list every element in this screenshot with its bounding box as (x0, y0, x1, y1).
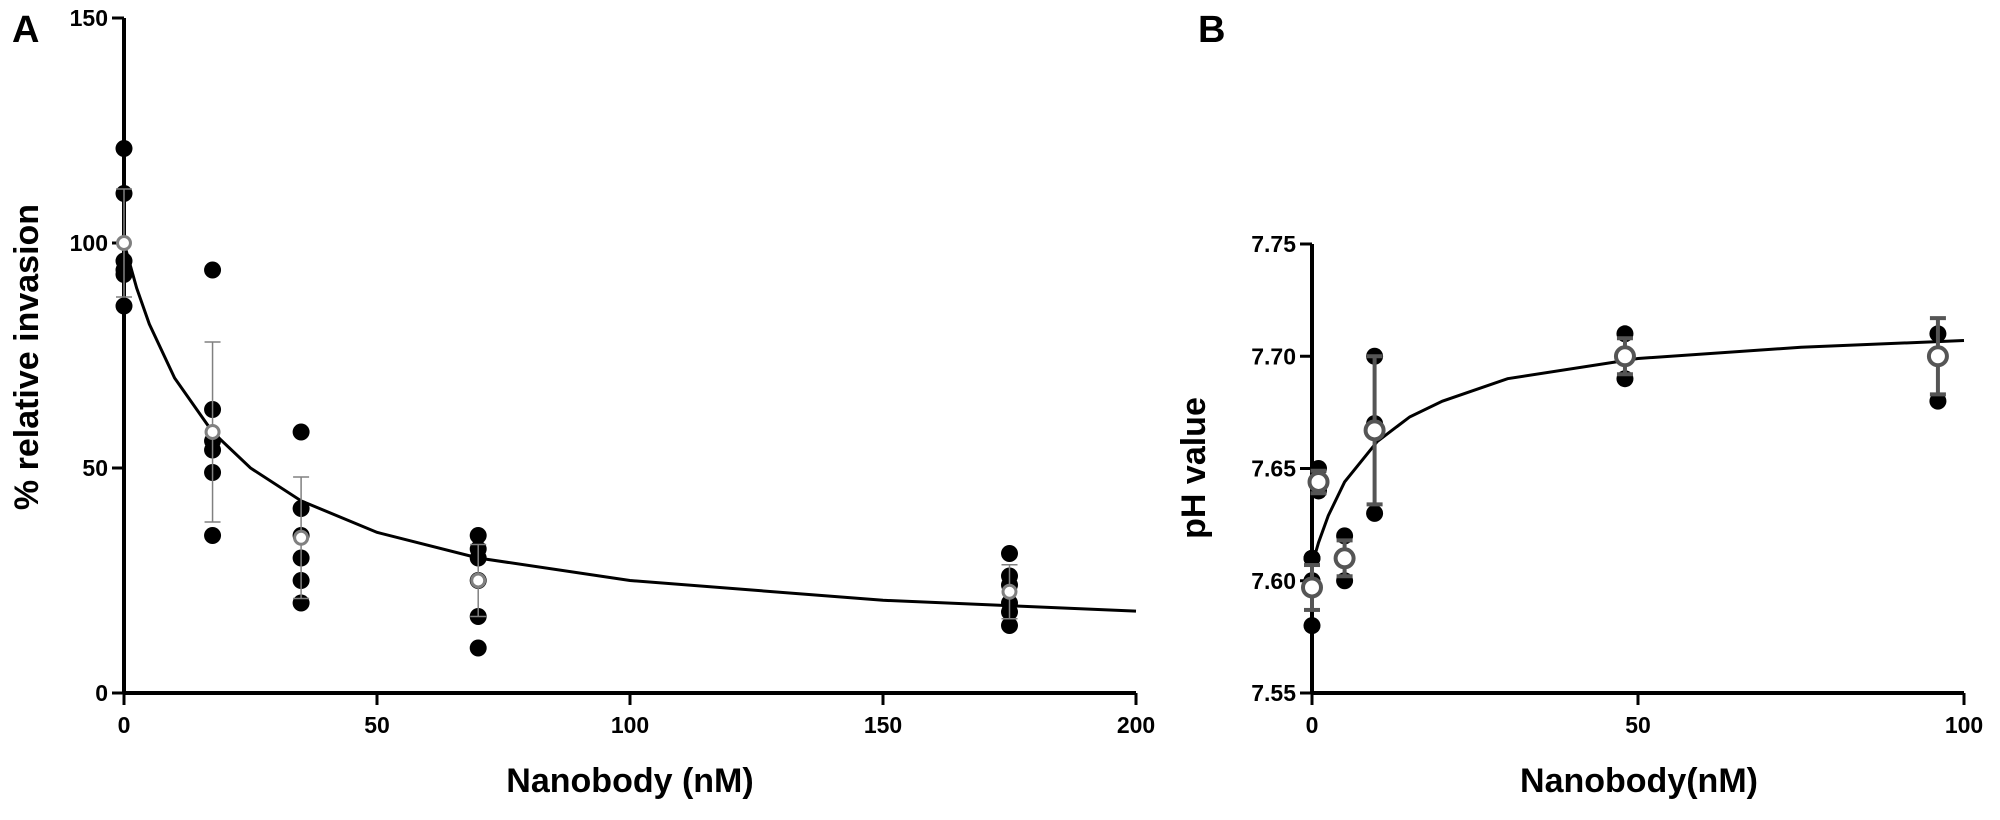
mean-marker (1363, 419, 1386, 442)
panel-label: B (1198, 9, 1225, 51)
mean-marker (1301, 576, 1323, 599)
mean-marker (1001, 583, 1018, 600)
y-axis-label: % relative invasion (8, 204, 46, 510)
x-tick-label: 50 (364, 712, 390, 738)
data-point (1001, 617, 1018, 634)
data-point (115, 140, 133, 157)
x-tick-label: 0 (118, 712, 131, 738)
x-axis-label: Nanobody (nM) (506, 762, 753, 800)
data-point (204, 261, 222, 279)
y-tick-label: 150 (70, 5, 108, 31)
mean-marker (1333, 547, 1356, 570)
x-axis-label: Nanobody(nM) (1520, 762, 1758, 800)
y-axis-label: pH value (1175, 397, 1213, 539)
mean-marker (204, 424, 221, 440)
x-tick-label: 0 (1306, 712, 1319, 738)
mean-marker (116, 235, 132, 251)
data-point (204, 527, 222, 544)
y-tick-label: 7.75 (1251, 231, 1296, 257)
x-tick-label: 150 (864, 712, 902, 738)
y-tick-label: 100 (70, 230, 108, 256)
data-point (115, 297, 133, 315)
y-tick-label: 7.65 (1251, 456, 1296, 482)
data-point (1303, 549, 1321, 567)
data-point (1366, 504, 1384, 522)
data-point (469, 639, 487, 657)
data-point (469, 527, 487, 544)
data-point (292, 423, 310, 441)
data-point (1303, 617, 1321, 635)
data-point (1929, 392, 1947, 410)
y-tick-label: 0 (95, 680, 108, 706)
y-tick-label: 7.70 (1251, 343, 1296, 369)
mean-marker (1926, 345, 1949, 368)
mean-marker (470, 572, 487, 589)
x-tick-label: 100 (1945, 712, 1983, 738)
x-tick-label: 200 (1117, 712, 1155, 738)
y-tick-label: 7.60 (1251, 568, 1296, 594)
data-point (1001, 545, 1018, 562)
x-tick-label: 100 (611, 712, 649, 738)
mean-marker (1613, 345, 1636, 368)
fit-curve (1310, 339, 1965, 566)
mean-marker (293, 529, 310, 546)
fit-curve (122, 242, 1137, 613)
x-tick-label: 50 (1625, 712, 1651, 738)
panel-label: A (12, 9, 39, 51)
mean-marker (1307, 470, 1330, 493)
y-tick-label: 7.55 (1251, 680, 1296, 706)
y-tick-label: 50 (82, 455, 108, 481)
